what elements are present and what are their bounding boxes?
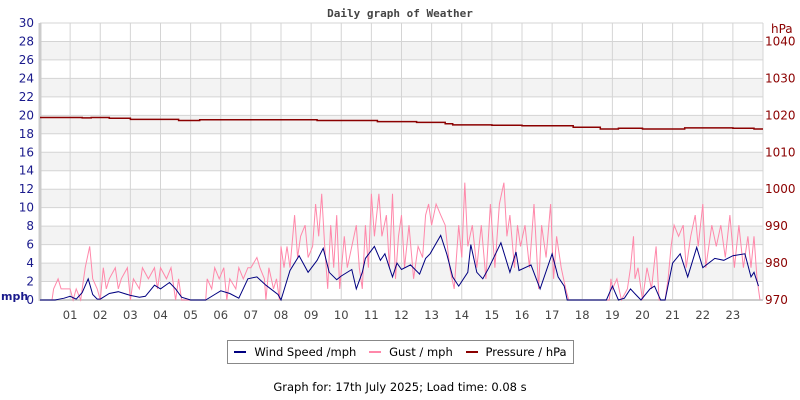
- x-tick-label: 14: [454, 308, 469, 322]
- left-tick-label: 8: [26, 219, 34, 233]
- x-tick-label: 23: [726, 308, 741, 322]
- wind-swatch: [234, 351, 247, 353]
- x-tick-label: 13: [424, 308, 439, 322]
- x-tick-label: 09: [304, 308, 319, 322]
- x-tick-label: 04: [153, 308, 168, 322]
- left-axis-label: mph: [1, 290, 28, 303]
- x-tick-label: 18: [575, 308, 590, 322]
- left-tick-label: 10: [19, 201, 34, 215]
- left-tick-label: 12: [19, 182, 34, 196]
- x-tick-label: 11: [364, 308, 379, 322]
- x-tick-label: 19: [605, 308, 620, 322]
- x-tick-label: 17: [545, 308, 560, 322]
- legend-label: Gust / mph: [389, 345, 453, 359]
- legend: Wind Speed /mph Gust / mph Pressure / hP…: [227, 340, 574, 364]
- left-tick-label: 24: [19, 71, 34, 85]
- left-tick-label: 30: [19, 16, 34, 30]
- x-tick-label: 10: [334, 308, 349, 322]
- x-tick-label: 16: [515, 308, 530, 322]
- legend-item-wind: Wind Speed /mph: [234, 345, 356, 359]
- right-tick-label: 980: [765, 256, 788, 270]
- left-tick-label: 18: [19, 127, 34, 141]
- series-line-gust: [40, 182, 761, 302]
- legend-label: Wind Speed /mph: [254, 345, 357, 359]
- right-tick-label: 990: [765, 219, 788, 233]
- x-tick-label: 21: [665, 308, 680, 322]
- x-tick-label: 03: [123, 308, 138, 322]
- series-line-pressure: [40, 116, 763, 130]
- x-tick-label: 07: [244, 308, 259, 322]
- right-axis-label: hPa: [771, 22, 793, 36]
- series-line-wind: [40, 234, 759, 302]
- right-tick-label: 970: [765, 293, 788, 307]
- left-tick-label: 14: [19, 164, 34, 178]
- left-tick-label: 0: [26, 293, 34, 307]
- left-tick-label: 2: [26, 275, 34, 289]
- gust-swatch: [369, 351, 382, 353]
- legend-item-gust: Gust / mph: [369, 345, 453, 359]
- chart-title: Daily graph of Weather: [327, 7, 473, 20]
- left-tick-label: 16: [19, 145, 34, 159]
- x-tick-label: 20: [635, 308, 650, 322]
- right-tick-label: 1020: [765, 108, 796, 122]
- x-tick-label: 06: [213, 308, 228, 322]
- legend-item-pressure: Pressure / hPa: [465, 345, 567, 359]
- left-tick-label: 4: [26, 256, 34, 270]
- right-tick-label: 1000: [765, 182, 796, 196]
- left-tick-label: 28: [19, 34, 34, 48]
- x-tick-label: 12: [394, 308, 409, 322]
- left-tick-label: 26: [19, 53, 34, 67]
- weather-chart: Daily graph of Weather 02468101214161820…: [1, 7, 796, 322]
- x-tick-label: 08: [274, 308, 289, 322]
- legend-label: Pressure / hPa: [485, 345, 567, 359]
- left-tick-label: 20: [19, 108, 34, 122]
- x-tick-label: 05: [183, 308, 198, 322]
- right-tick-label: 1030: [765, 71, 796, 85]
- left-tick-label: 22: [19, 90, 34, 104]
- right-tick-label: 1010: [765, 145, 796, 159]
- x-tick-label: 15: [485, 308, 500, 322]
- footer-status: Graph for: 17th July 2025; Load time: 0.…: [273, 380, 527, 394]
- x-tick-label: 22: [695, 308, 710, 322]
- x-tick-label: 02: [93, 308, 108, 322]
- pressure-swatch: [465, 351, 478, 353]
- x-tick-label: 01: [63, 308, 78, 322]
- left-tick-label: 6: [26, 238, 34, 252]
- right-tick-label: 1040: [765, 34, 796, 48]
